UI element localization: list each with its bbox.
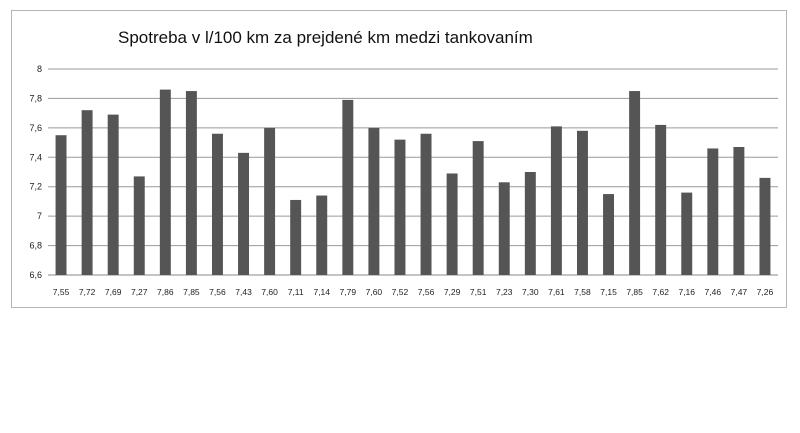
bars <box>55 89 771 276</box>
y-tick-label: 8 <box>37 64 42 74</box>
y-tick-label: 7,6 <box>29 123 42 133</box>
bar <box>629 91 641 275</box>
x-tick-label: 7,69 <box>105 287 122 297</box>
bar <box>394 139 406 275</box>
x-tick-label: 7,14 <box>313 287 330 297</box>
x-tick-label: 7,79 <box>340 287 357 297</box>
bar <box>759 177 771 275</box>
bar <box>342 99 354 276</box>
x-tick-label: 7,56 <box>209 287 226 297</box>
x-axis-ticks: 7,55 7,72 7,69 7,27 7,86 7,85 7,56 7,43 7,60 7,11… <box>53 287 774 297</box>
y-axis-ticks: 6,6 6,8 7 7,2 7,4 7,6 7,8 8 <box>29 64 42 280</box>
bar-chart: Spotreba v l/100 km za prejdené km medzi… <box>29 28 778 297</box>
y-tick-label: 6,8 <box>29 241 42 251</box>
x-tick-label: 7,16 <box>678 287 695 297</box>
y-tick-label: 7,2 <box>29 182 42 192</box>
x-tick-label: 7,86 <box>157 287 174 297</box>
bar <box>55 135 67 275</box>
x-tick-label: 7,85 <box>183 287 200 297</box>
bar <box>733 146 745 275</box>
bar <box>420 133 432 275</box>
x-tick-label: 7,30 <box>522 287 539 297</box>
bar <box>238 152 250 275</box>
x-tick-label: 7,61 <box>548 287 565 297</box>
chart-frame: Spotreba v l/100 km za prejdené km medzi… <box>11 10 787 308</box>
bar <box>264 127 276 275</box>
bar <box>290 199 302 275</box>
bar <box>159 89 171 275</box>
x-tick-label: 7,60 <box>261 287 278 297</box>
x-tick-label: 7,56 <box>418 287 435 297</box>
bar <box>707 148 719 275</box>
x-tick-label: 7,60 <box>366 287 383 297</box>
bar <box>211 133 223 275</box>
bar <box>472 141 484 275</box>
gridlines <box>48 68 778 276</box>
x-tick-label: 7,85 <box>626 287 643 297</box>
x-tick-label: 7,26 <box>757 287 774 297</box>
y-tick-label: 6,6 <box>29 270 42 280</box>
bar <box>576 130 588 275</box>
chart-title: Spotreba v l/100 km za prejdené km medzi… <box>118 28 533 47</box>
bar <box>81 110 93 275</box>
y-tick-label: 7 <box>37 211 42 221</box>
bar <box>524 172 536 275</box>
x-tick-label: 7,43 <box>235 287 252 297</box>
bar <box>550 126 562 275</box>
x-tick-label: 7,27 <box>131 287 148 297</box>
x-tick-label: 7,23 <box>496 287 513 297</box>
bar <box>185 91 197 275</box>
bar <box>603 194 615 275</box>
y-tick-label: 7,8 <box>29 93 42 103</box>
x-tick-label: 7,62 <box>652 287 669 297</box>
x-tick-label: 7,51 <box>470 287 487 297</box>
x-tick-label: 7,11 <box>288 287 304 297</box>
x-tick-label: 7,55 <box>53 287 70 297</box>
bar <box>681 192 693 275</box>
bar <box>498 182 510 275</box>
x-tick-label: 7,58 <box>574 287 591 297</box>
x-tick-label: 7,52 <box>392 287 409 297</box>
bar <box>133 176 145 275</box>
x-tick-label: 7,46 <box>705 287 722 297</box>
bar <box>107 114 119 275</box>
x-tick-label: 7,72 <box>79 287 96 297</box>
bar <box>655 124 667 275</box>
y-tick-label: 7,4 <box>29 152 42 162</box>
bar <box>446 173 458 275</box>
x-tick-label: 7,47 <box>731 287 748 297</box>
bar <box>368 127 380 275</box>
x-tick-label: 7,29 <box>444 287 461 297</box>
bar <box>316 195 328 275</box>
x-tick-label: 7,15 <box>600 287 617 297</box>
